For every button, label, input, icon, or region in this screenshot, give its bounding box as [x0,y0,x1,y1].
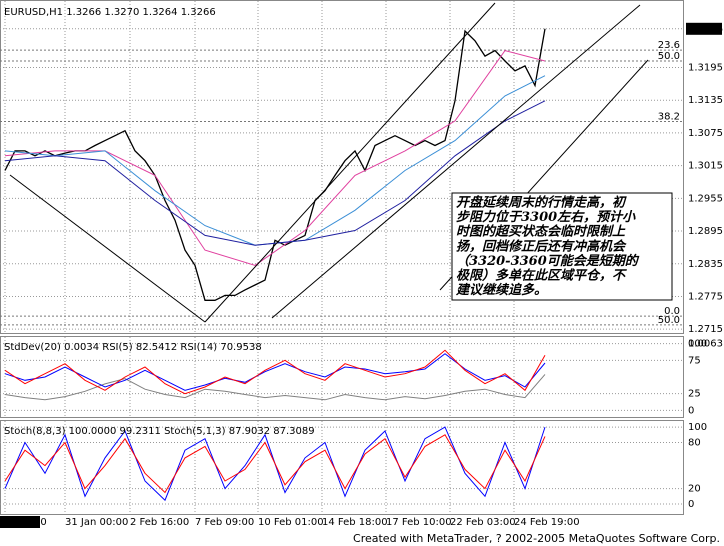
y-tick-label: 0 [688,499,694,510]
series-line [4,50,546,266]
x-tick-label: 24 Feb 19:00 [514,517,580,528]
rsi-panel [0,336,684,418]
fib-label: 50.0 [658,315,680,326]
y-tick-label: 1.3015 [688,161,723,172]
series-line [4,434,546,494]
plots [0,1,683,514]
series-line [4,374,546,401]
annotation-line: 时图的超买状态会临时限制上 [456,224,626,240]
annotation: 开盘延续周末的行情走高，初步阻力位于3300左右，预计小时图的超买状态会临时限制… [451,192,673,301]
x-tick-label: 14 Feb 18:00 [322,517,388,528]
x-tick-label: 22 Feb 03:00 [450,517,516,528]
trendline [204,2,496,323]
main-header: EURUSD,H1 1.3266 1.3270 1.3264 1.3266 [4,7,216,18]
y-tick-label: 1.2835 [688,259,723,270]
annotation-line: 建议继续追多。 [455,282,547,298]
y-tick-label: 1.2775 [688,291,723,302]
annotation-box [451,192,673,301]
y2-tick-label: 0.0063 [688,339,723,350]
y-tick-label: 100 [688,422,707,433]
annotation-line: 极限）多单在此区域平仓，不 [456,268,627,284]
y-tick-label: 1.2955 [688,193,723,204]
y-tick-label: 1.3135 [688,95,723,106]
y-tick-label: 1.3195 [688,63,723,74]
series-line [4,28,546,301]
trendline [9,174,206,323]
x-tick-label: 31 Jan 00:00 [65,517,128,528]
fib-label: 23.6 [658,40,680,51]
x-tick-label: 7 Feb 09:00 [195,517,254,528]
series-line [4,100,546,246]
x-tick-label: 2 Feb 16:00 [130,517,189,528]
y-tick-label: 100 [688,339,707,350]
y-tick-label: 80 [688,438,701,449]
annotation-line: 开盘延续周末的行情走高，初 [456,195,627,211]
stoch-header: Stoch(8,8,3) 100.0000 99.2311 Stoch(5,1,… [4,426,315,437]
stoch-panel [0,420,684,515]
y-tick-label: 20 [688,484,701,495]
x-tick-label: 10 Feb 01:00 [258,517,324,528]
x-tick-label: 17 Feb 10:00 [386,517,452,528]
annotation-line: 扬，回档修正后还有冲高机会 [456,238,627,254]
annotation-line: （3320-3360可能会是短期的 [456,253,640,269]
y-tick-label: 1.3075 [688,128,723,139]
x-tick-label: 26 10:00 [2,517,47,528]
cursor-time-box [0,516,40,528]
y-tick-label: 1.3266 [688,24,723,35]
rsi-header: StdDev(20) 0.0034 RSI(5) 82.5412 RSI(14)… [4,342,262,353]
fib-label: 38.2 [658,111,680,122]
fib-label: 50.0 [658,51,680,62]
series-line [4,353,546,391]
current-price-box [686,22,722,35]
y-tick-label: 75 [688,355,701,366]
y-tick-label: 0 [688,405,694,416]
y-tick-label: 1.2715 [688,324,723,335]
footer: Created with MetaTrader, ? 2002-2005 Met… [353,532,720,545]
trendline [271,4,641,319]
annotation-line: 步阻力位于3300左右，预计小 [456,209,636,225]
y-tick-label: 1.2895 [688,226,723,237]
fib-label: 0.0 [664,306,680,317]
y-tick-label: 25 [688,389,701,400]
series-line [4,349,546,395]
